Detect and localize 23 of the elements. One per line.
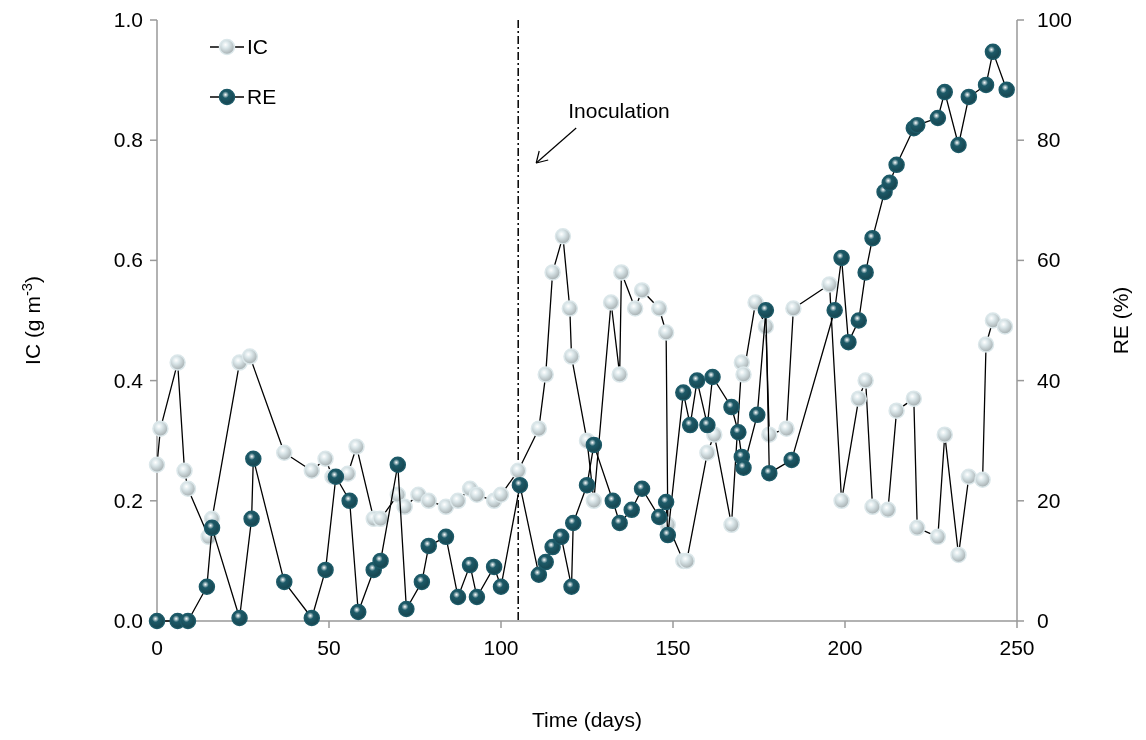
x-tick-label: 50 xyxy=(317,636,341,659)
y2-tick-label: 100 xyxy=(1037,8,1073,31)
y-tick-label: 0.8 xyxy=(113,128,143,152)
x-tick-label: 250 xyxy=(999,636,1035,659)
x-tick-label: 100 xyxy=(483,636,519,659)
y-tick-label: 0.4 xyxy=(113,368,144,392)
y-tick-label: 0.6 xyxy=(113,248,143,272)
y2-tick-label: 80 xyxy=(1037,128,1061,152)
x-tick-label: 150 xyxy=(655,636,691,659)
y2-axis-title: RE (%) xyxy=(1109,286,1132,355)
y-tick-label: 0.0 xyxy=(113,609,143,632)
y-tick-label: 1.0 xyxy=(113,8,143,31)
y2-tick-label: 0 xyxy=(1037,609,1049,632)
y2-tick-label: 60 xyxy=(1037,248,1061,272)
y2-tick-label: 40 xyxy=(1037,368,1061,392)
x-tick-label: 0 xyxy=(151,636,163,659)
ref-line-label: Inoculation xyxy=(568,99,670,122)
y2-tick-label: 20 xyxy=(1037,488,1061,512)
legend-label: RE xyxy=(247,85,277,108)
x-axis-title: Time (days) xyxy=(531,708,643,731)
y-tick-label: 0.2 xyxy=(113,488,143,512)
legend-label: IC xyxy=(247,35,268,58)
x-tick-label: 200 xyxy=(827,636,863,659)
